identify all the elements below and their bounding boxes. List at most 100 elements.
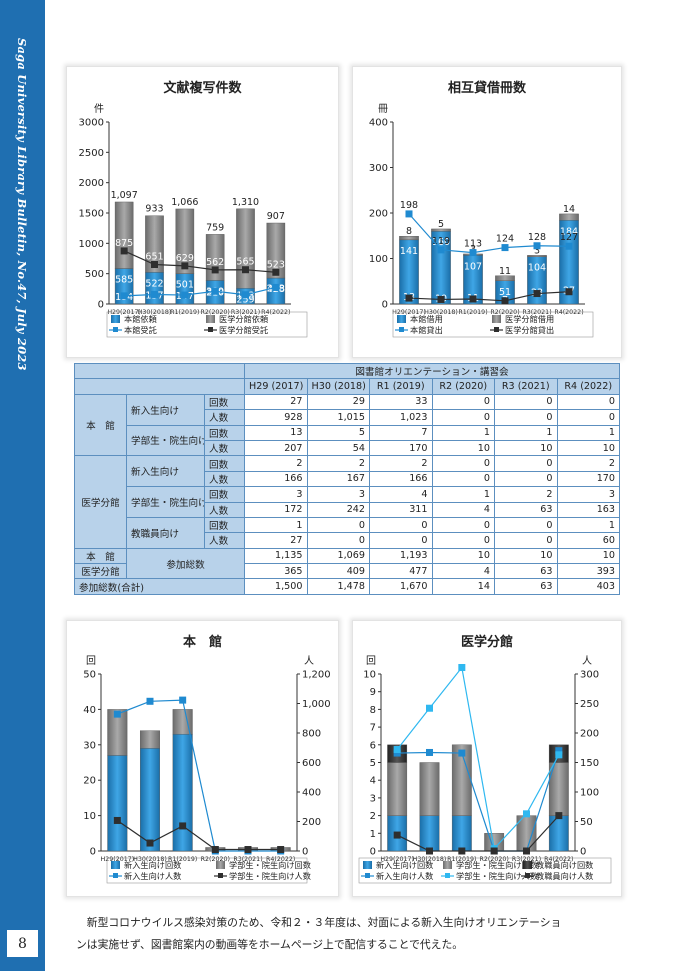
table-cell: 0 — [431, 393, 495, 411]
y2-tick-label: 200 — [580, 729, 599, 740]
x-tick-label: H29(2017) — [380, 856, 414, 863]
y-tick-label: 0 — [382, 300, 388, 311]
x-tick-label: H30(2018) — [138, 309, 172, 316]
data-label: 160 — [432, 237, 450, 248]
legend-label: 本館依頼 — [124, 314, 157, 324]
legend-swatch — [525, 873, 530, 878]
data-label: 51 — [499, 287, 511, 298]
y2-tick-label: 0 — [580, 847, 586, 858]
line-point — [113, 710, 121, 718]
bar — [387, 762, 408, 816]
bar — [451, 815, 472, 852]
bar — [107, 755, 128, 852]
legend-swatch — [113, 873, 118, 878]
x-tick-label: R3(2021) — [233, 856, 262, 863]
line-point — [501, 297, 509, 305]
line-point — [405, 294, 413, 302]
y-tick-label: 0 — [370, 847, 376, 858]
bar — [236, 208, 255, 289]
table-cell: 2 — [369, 455, 433, 472]
line-point — [555, 747, 563, 755]
bar — [548, 815, 569, 852]
table-cell: 0 — [431, 409, 495, 426]
table-row: 人数 928 1,015 1,023 0 0 0 — [75, 409, 620, 426]
legend-box — [358, 857, 612, 884]
table-row: 人数 172 242 311 4 63 163 — [75, 501, 620, 518]
legend-swatch — [399, 327, 404, 332]
series-line — [397, 750, 560, 852]
chart-med-panel: 医学分館 0 1 2 3 4 5 6 7 8 9 10 回 0 50 100 150 200 250 300 人 H29… — [352, 620, 622, 897]
table-row: 参加総数(合計) 1,500 1,478 1,670 14 63 403 — [74, 578, 620, 595]
x-tick-label: R1(2019) — [168, 856, 197, 863]
data-label: 907 — [267, 211, 285, 222]
table-cell: 0 — [494, 409, 558, 426]
line-point — [555, 812, 563, 820]
chart-main-panel: 本 館 0 10 20 30 40 50 回 0 200 400 600 800 1,000 1,200 人… — [66, 620, 339, 897]
footer-line: 新型コロナウイルス感染対策のため、令和２・３年度は、対面による新入生向けオリエン… — [86, 916, 562, 929]
x-tick-label: R3(2021) — [512, 856, 541, 863]
x-tick-label: R1(2019) — [170, 309, 199, 316]
table-cell: 166 — [369, 470, 433, 488]
x-tick-label: R2(2020) — [201, 856, 230, 863]
y2-tick-label: 100 — [580, 788, 599, 799]
data-label: 107 — [464, 261, 482, 272]
table-cell: 2 — [244, 455, 308, 472]
row-freshman: 新入生向け — [126, 455, 205, 488]
legend-label: 医学分館受託 — [219, 325, 268, 335]
line-point — [146, 697, 154, 705]
data-label: 113 — [464, 239, 482, 250]
x-tick-label: R1(2019) — [458, 309, 487, 316]
legend-label: 新入生向け人数 — [124, 871, 181, 881]
series-line — [396, 666, 560, 850]
y-tick-label: 20 — [83, 776, 96, 787]
y-tick-label: 1500 — [79, 209, 104, 220]
row-people: 人数 — [204, 439, 245, 457]
y2-tick-label: 150 — [580, 758, 599, 769]
table-cell: 365 — [244, 563, 308, 580]
table-cell: 5 — [306, 424, 370, 441]
row-times: 回数 — [204, 393, 245, 411]
y2-axis-label: 人 — [304, 655, 314, 667]
table-cell: 163 — [556, 501, 620, 518]
table-title: 図書館オリエンテーション・講習会 — [244, 362, 620, 380]
table-cell: 7 — [369, 424, 433, 441]
legend-label: 医学分館貸出 — [505, 325, 554, 335]
line-point — [437, 295, 445, 303]
table-row: 医学分館 365 409 477 4 63 393 — [74, 563, 620, 580]
data-label: 501 — [176, 280, 194, 291]
row-people: 人数 — [204, 470, 245, 488]
table-cell: 170 — [369, 439, 433, 457]
table-cell: 63 — [494, 578, 558, 595]
footer-line: ンは実施せず、図書館案内の動画等をホームページ上で配信することで代えた。 — [76, 938, 464, 951]
table-cell: 1,670 — [369, 578, 433, 595]
table-cell: 0 — [494, 455, 558, 472]
table-cell: 33 — [369, 393, 433, 411]
table-cell: 1 — [431, 486, 495, 503]
y-tick-label: 100 — [369, 254, 388, 265]
data-label: 1,310 — [232, 197, 259, 208]
chart-main: 0 10 20 30 40 50 回 0 200 400 600 800 1,000 1,200 人 H29(… — [83, 655, 331, 884]
y-tick-label: 500 — [85, 269, 104, 280]
line-point — [523, 810, 530, 818]
y-tick-label: 10 — [83, 811, 96, 822]
table-row: 人数 27 0 0 0 0 60 — [75, 532, 620, 549]
table-cell: 4 — [431, 563, 495, 580]
legend-swatch — [111, 861, 120, 869]
line-point — [469, 249, 477, 257]
bar — [451, 744, 472, 816]
x-tick-label: H29(2017) — [107, 309, 141, 316]
chart-copies-panel: 文献複写件数 0 500 1000 1500 2000 2500 3000 件 H29(2017… — [66, 66, 339, 358]
table-cell: 0 — [556, 409, 620, 426]
series-line — [117, 699, 281, 852]
legend-label: 学部生・院生向け回数 — [456, 860, 538, 870]
y2-tick-label: 600 — [302, 758, 321, 769]
y-axis-label: 冊 — [378, 104, 388, 115]
y-tick-label: 1000 — [79, 239, 104, 250]
bar — [527, 255, 547, 257]
data-label: 5 — [438, 219, 444, 230]
line-point — [244, 846, 252, 854]
chart-med: 0 1 2 3 4 5 6 7 8 9 10 回 0 50 100 150 200 250 300 人 H29(2017… — [358, 655, 612, 884]
legend-label: 本館貸出 — [410, 325, 443, 335]
